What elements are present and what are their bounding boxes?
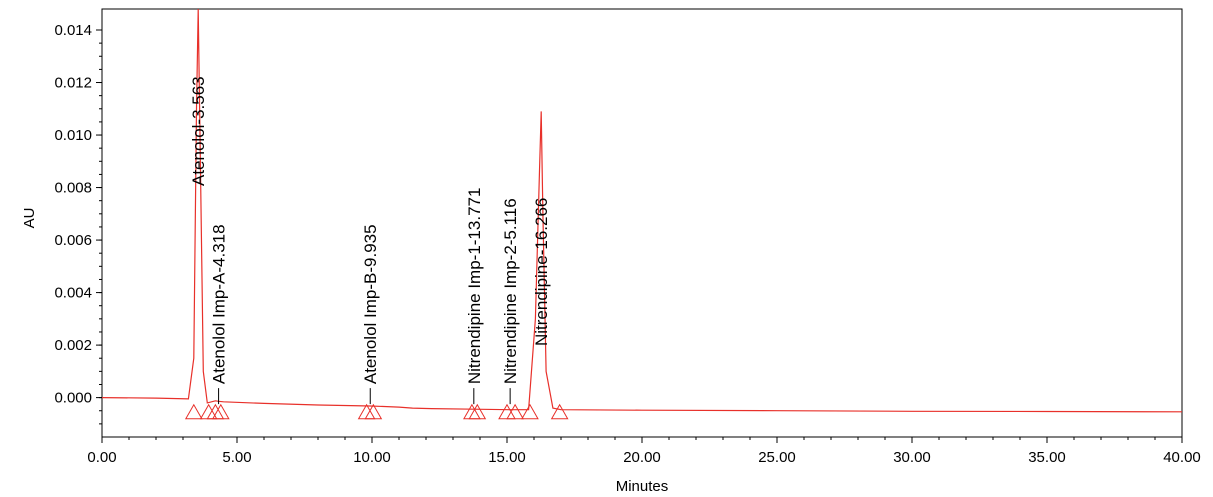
peak-label-layer: Atenolol-3.563 Atenolol Imp-A-4.318 Atenol… [189,76,551,405]
y-axis-title: AU [21,208,38,229]
y-tick-label: 0.002 [54,337,92,354]
x-axis-title: Minutes [616,478,669,495]
peak-label: Nitrendipine Imp-2-5.116 [501,198,520,384]
baseline-marker [364,403,383,420]
baseline-marker [498,403,516,420]
peak-label: Atenolol-3.563 [189,76,208,186]
y-tick-label: 0.014 [54,22,92,39]
x-tick-label: 0.00 [87,449,116,466]
x-axis: 0.00 5.00 10.00 15.00 20.00 25.00 30.00 35.00 40… [87,437,1201,466]
y-tick-label: 0.006 [54,232,92,249]
y-tick-label: 0.012 [54,75,92,92]
peak-label: Atenolol Imp-B-9.935 [361,224,380,384]
baseline-marker [211,403,230,420]
x-tick-label: 35.00 [1028,449,1066,466]
baseline-marker [463,403,481,420]
peak-label: Atenolol Imp-A-4.318 [210,224,229,384]
x-tick-label: 5.00 [222,449,251,466]
x-tick-label: 15.00 [488,449,526,466]
y-tick-label: 0.000 [54,390,92,407]
y-tick-label: 0.010 [54,127,92,144]
baseline-marker [506,403,524,420]
baseline-marker [521,403,539,420]
baseline-marker [184,403,203,420]
plot-frame [101,8,1183,438]
y-tick-label: 0.008 [54,180,92,197]
baseline-marker [550,403,569,420]
x-tick-label: 10.00 [353,449,391,466]
marker-layer [184,403,569,420]
peak-label: Nitrendipine-16.266 [532,198,551,346]
chromatogram-trace [101,8,1183,413]
y-axis: 0.000 0.002 0.004 0.006 0.008 0.010 0.012 0.014 [54,22,102,425]
x-tick-label: 25.00 [758,449,796,466]
x-tick-label: 20.00 [623,449,661,466]
series-layer [101,8,1183,413]
y-tick-label: 0.004 [54,285,92,302]
x-tick-label: 40.00 [1163,449,1201,466]
baseline-marker [468,403,487,420]
x-tick-label: 30.00 [893,449,931,466]
peak-label: Nitrendipine Imp-1-13.771 [465,188,484,385]
